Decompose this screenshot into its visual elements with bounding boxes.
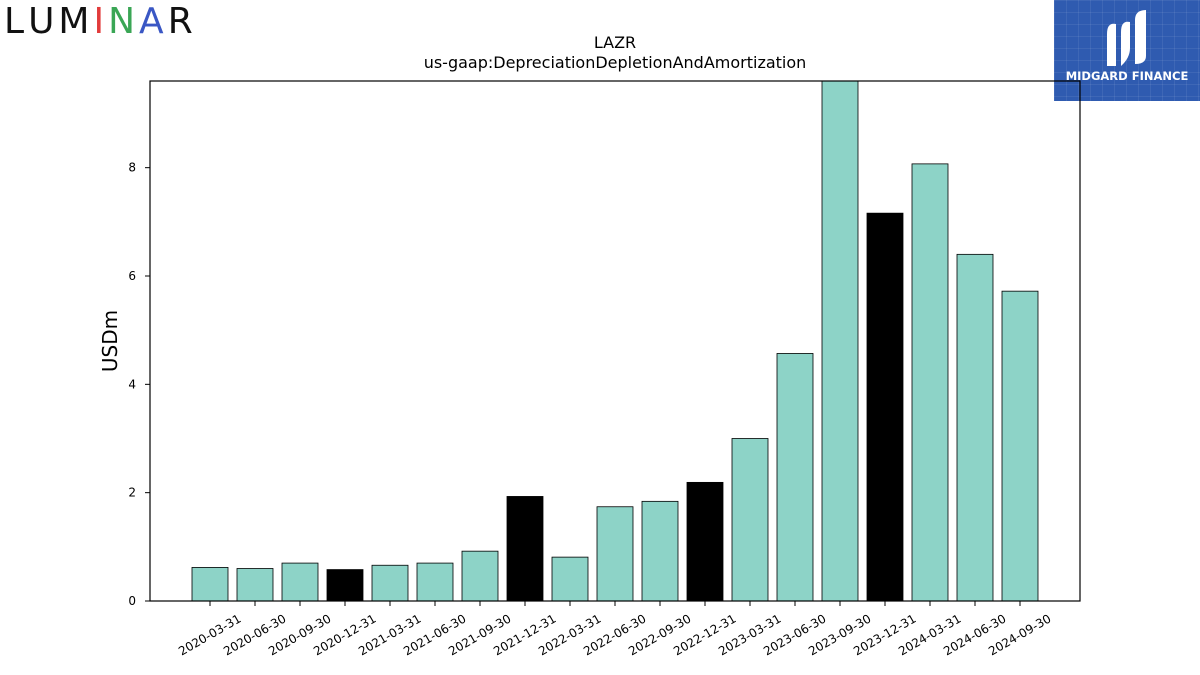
chart-subtitle: us-gaap:DepreciationDepletionAndAmortiza… xyxy=(424,53,807,72)
luminar-logo-letter: A xyxy=(139,1,168,42)
bar-2022-03-31 xyxy=(551,556,589,602)
bar-2022-09-30 xyxy=(641,500,679,602)
y-tick-label: 8 xyxy=(128,161,136,175)
y-axis-label: USDm xyxy=(98,310,122,372)
midgard-finance-logo: MIDGARD FINANCE xyxy=(1054,0,1200,101)
midgard-finance-text: MIDGARD FINANCE xyxy=(1065,69,1189,83)
plot-frame xyxy=(149,80,1081,602)
bar-2020-06-30 xyxy=(236,568,274,602)
bar-2023-03-31 xyxy=(731,438,769,602)
bar-2020-09-30 xyxy=(281,562,319,602)
bar-2024-03-31 xyxy=(911,163,949,602)
bar-2020-12-31 xyxy=(326,569,364,602)
luminar-logo: LUMINAR xyxy=(4,2,197,42)
y-tick-label: 6 xyxy=(128,269,136,283)
luminar-logo-letter: N xyxy=(108,1,140,42)
chart-title: LAZR xyxy=(594,33,636,52)
bar-2024-06-30 xyxy=(956,253,994,602)
y-tick-label: 0 xyxy=(128,594,136,608)
luminar-logo-letter: U xyxy=(28,1,59,42)
luminar-logo-letter: L xyxy=(4,1,29,42)
y-tick-label: 4 xyxy=(128,377,136,391)
bar-2022-12-31 xyxy=(686,481,724,602)
bar-2023-12-31 xyxy=(866,212,904,602)
bar-2024-09-30 xyxy=(1001,290,1039,602)
bar-2020-03-31 xyxy=(191,567,229,602)
luminar-logo-letter: M xyxy=(58,1,94,42)
bar-2021-06-30 xyxy=(416,562,454,602)
bar-2023-06-30 xyxy=(776,353,814,602)
midgard-mark-icon xyxy=(1107,10,1146,66)
y-tick-label: 2 xyxy=(128,486,136,500)
bar-2022-06-30 xyxy=(596,506,634,602)
bar-2023-09-30 xyxy=(821,80,859,602)
bar-2021-12-31 xyxy=(506,496,544,602)
bar-2021-09-30 xyxy=(461,550,499,602)
luminar-logo-letter: R xyxy=(167,1,197,42)
luminar-logo-letter: I xyxy=(93,1,109,42)
bar-2021-03-31 xyxy=(371,564,409,602)
